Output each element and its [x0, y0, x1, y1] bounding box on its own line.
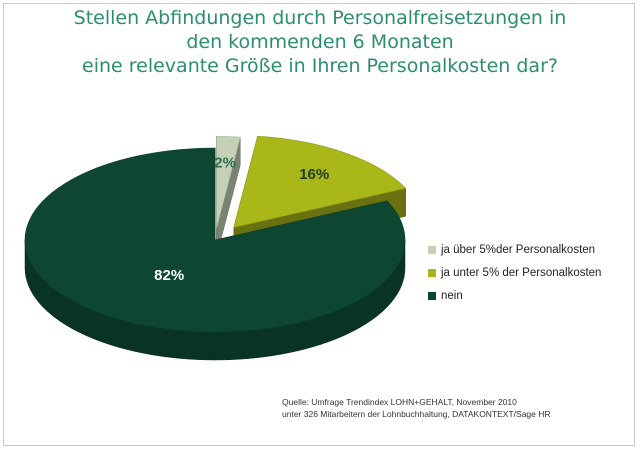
legend-label: ja über 5%der Personalkosten	[441, 243, 596, 256]
pie-data-label: 16%	[299, 166, 329, 183]
source-line-2: unter 326 Mitarbeitern der Lohnbuchhaltu…	[282, 409, 551, 419]
title-line-3: eine relevante Größe in Ihren Personalko…	[82, 55, 558, 77]
source-note: Quelle: Umfrage Trendindex LOHN+GEHALT, …	[282, 396, 551, 420]
pie-labels: 82% 16% 2%	[154, 154, 329, 284]
legend-swatch	[428, 245, 436, 254]
pie-data-label: 2%	[214, 154, 236, 171]
pie-tops	[24, 135, 407, 333]
legend-item-nein: nein	[428, 284, 601, 307]
pie-data-label: 82%	[154, 267, 184, 284]
legend-swatch	[428, 268, 436, 277]
source-line-1: Quelle: Umfrage Trendindex LOHN+GEHALT, …	[282, 397, 517, 407]
pie-slice-top	[24, 147, 406, 333]
legend: ja über 5%der Personalkosten ja unter 5%…	[428, 238, 601, 307]
legend-label: ja unter 5% der Personalkosten	[441, 266, 602, 279]
title-line-1: Stellen Abfindungen durch Personalfreise…	[73, 7, 567, 29]
legend-label: nein	[441, 289, 463, 302]
title-line-2: den kommenden 6 Monaten	[186, 31, 454, 53]
legend-item-ja-ueber: ja über 5%der Personalkosten	[428, 238, 601, 261]
legend-swatch	[428, 291, 436, 300]
chart-title: Stellen Abfindungen durch Personalfreise…	[0, 6, 640, 78]
legend-item-ja-unter: ja unter 5% der Personalkosten	[428, 261, 601, 284]
pie-slice-top	[233, 135, 407, 228]
pie-slice-top	[216, 136, 241, 229]
